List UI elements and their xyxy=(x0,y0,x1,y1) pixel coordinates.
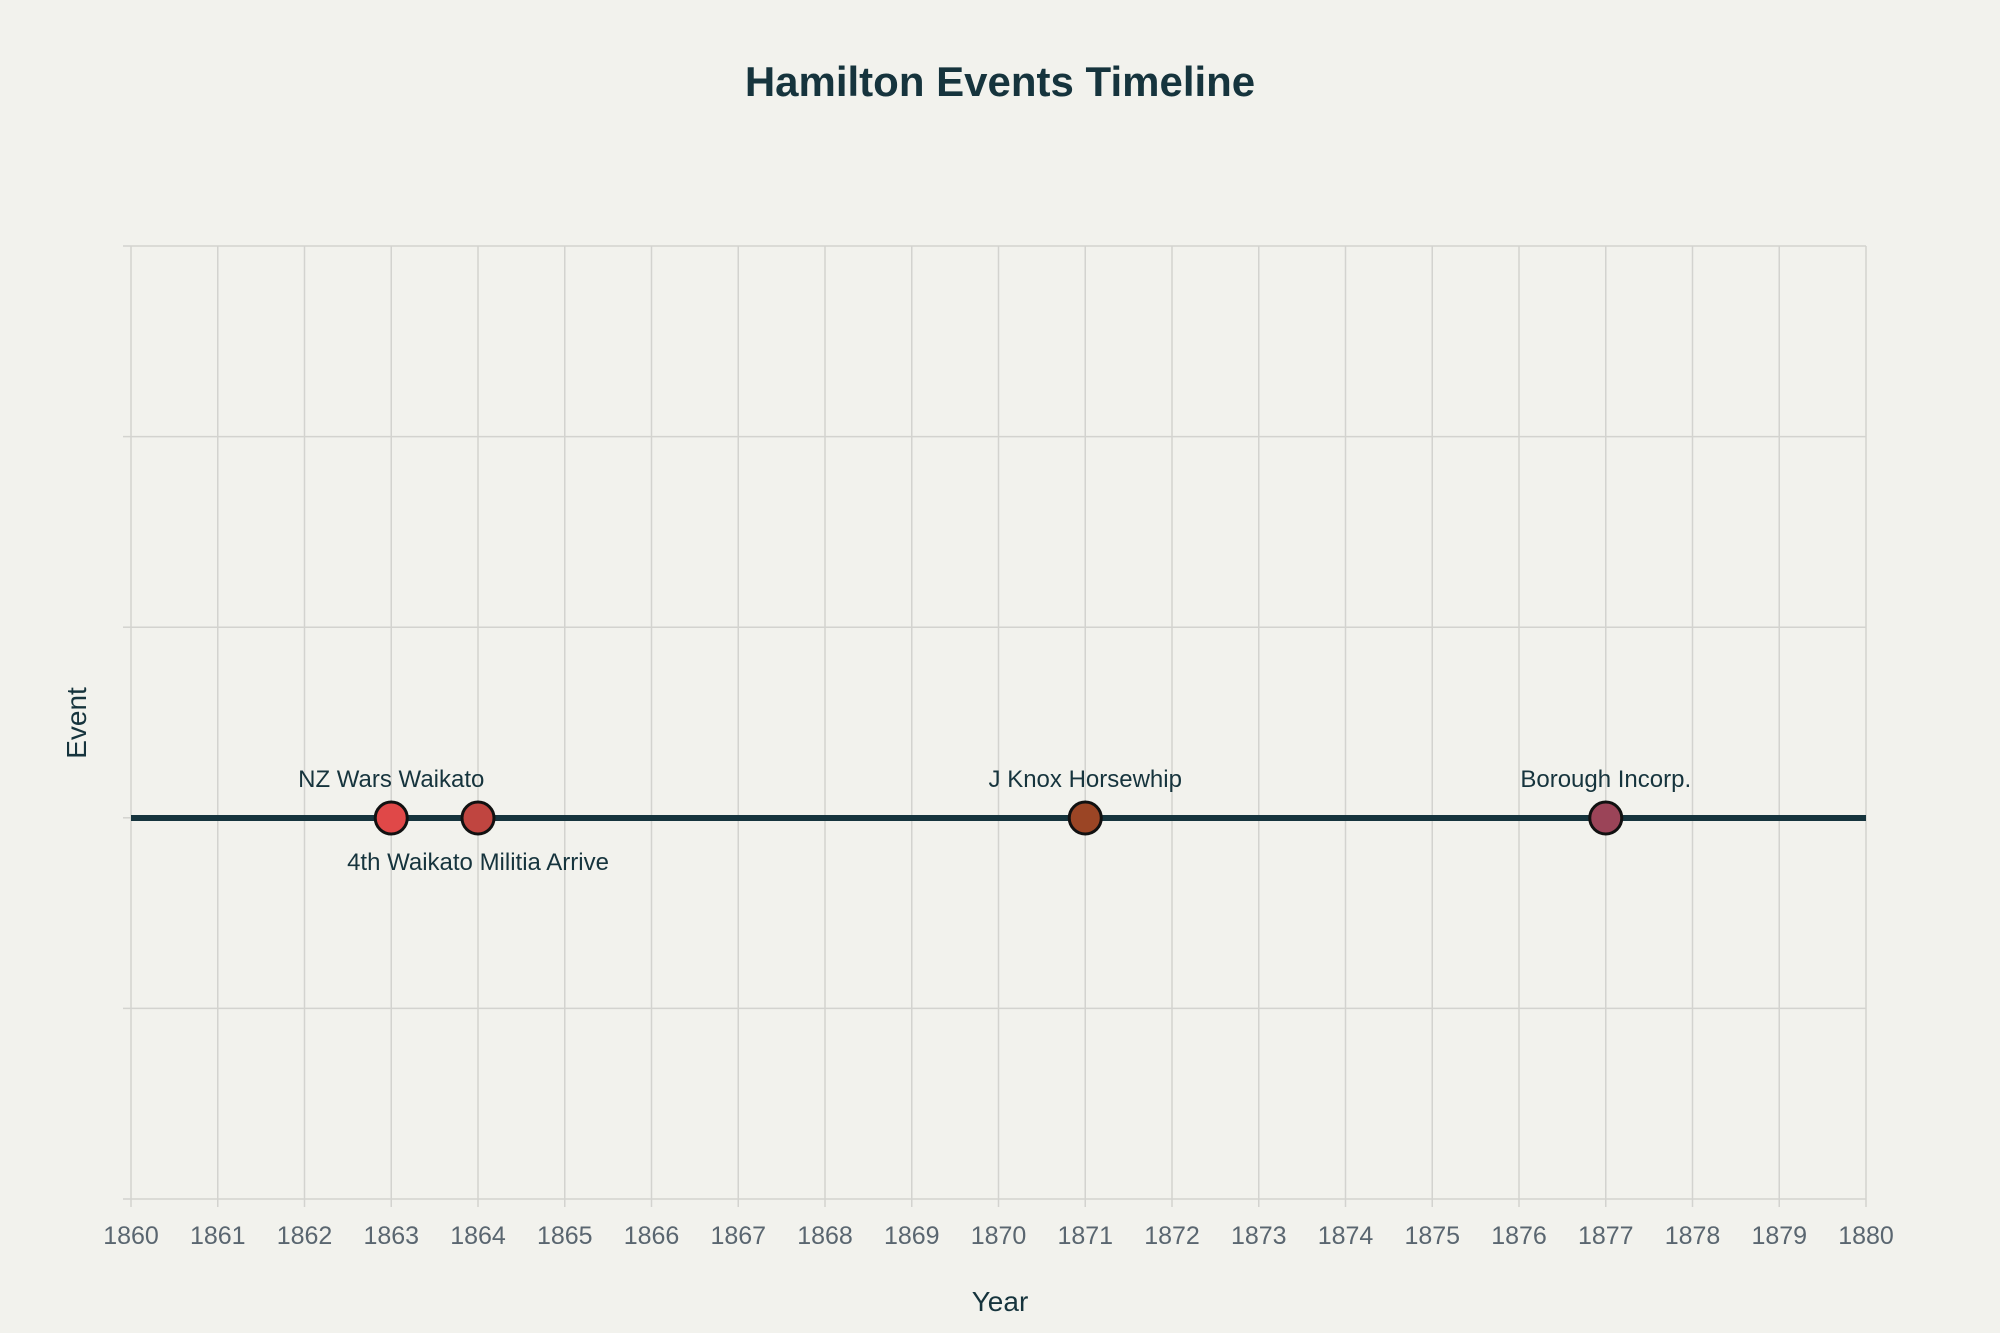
x-tick-label: 1868 xyxy=(797,1222,853,1250)
grid xyxy=(123,245,1867,1207)
x-tick-label: 1879 xyxy=(1751,1222,1807,1250)
x-tick-label: 1873 xyxy=(1231,1222,1287,1250)
chart-title: Hamilton Events Timeline xyxy=(745,58,1255,105)
x-axis-ticks: 1860 1861 1862 1863 1864 1865 1866 1867 1868 1869… xyxy=(103,1222,1894,1250)
event-label: 4th Waikato Militia Arrive xyxy=(347,849,609,876)
x-tick-label: 1862 xyxy=(277,1222,333,1250)
x-tick-label: 1877 xyxy=(1578,1222,1634,1250)
x-tick-label: 1874 xyxy=(1318,1222,1374,1250)
event-label: Borough Incorp. xyxy=(1520,766,1691,793)
event-marker[interactable] xyxy=(373,800,409,836)
x-tick-label: 1866 xyxy=(624,1222,680,1250)
x-tick-label: 1875 xyxy=(1404,1222,1460,1250)
x-tick-label: 1876 xyxy=(1491,1222,1547,1250)
event-label: J Knox Horsewhip xyxy=(989,766,1182,793)
x-tick-label: 1863 xyxy=(363,1222,419,1250)
event-label: NZ Wars Waikato xyxy=(298,766,484,793)
x-tick-label: 1865 xyxy=(537,1222,593,1250)
event-marker[interactable] xyxy=(1067,800,1103,836)
y-axis-label: Event xyxy=(61,687,92,759)
event-marker[interactable] xyxy=(460,800,496,836)
x-tick-label: 1878 xyxy=(1665,1222,1721,1250)
x-tick-label: 1860 xyxy=(103,1222,159,1250)
x-tick-label: 1871 xyxy=(1057,1222,1113,1250)
x-tick-label: 1867 xyxy=(710,1222,766,1250)
x-tick-label: 1861 xyxy=(190,1222,246,1250)
event-points: NZ Wars Waikato 4th Waikato Militia Arriv… xyxy=(298,766,1691,876)
x-axis-label: Year xyxy=(972,1286,1029,1317)
x-tick-label: 1872 xyxy=(1144,1222,1200,1250)
x-tick-label: 1869 xyxy=(884,1222,940,1250)
event-marker[interactable] xyxy=(1588,800,1624,836)
x-tick-label: 1870 xyxy=(971,1222,1027,1250)
x-tick-label: 1880 xyxy=(1838,1222,1894,1250)
x-tick-label: 1864 xyxy=(450,1222,506,1250)
